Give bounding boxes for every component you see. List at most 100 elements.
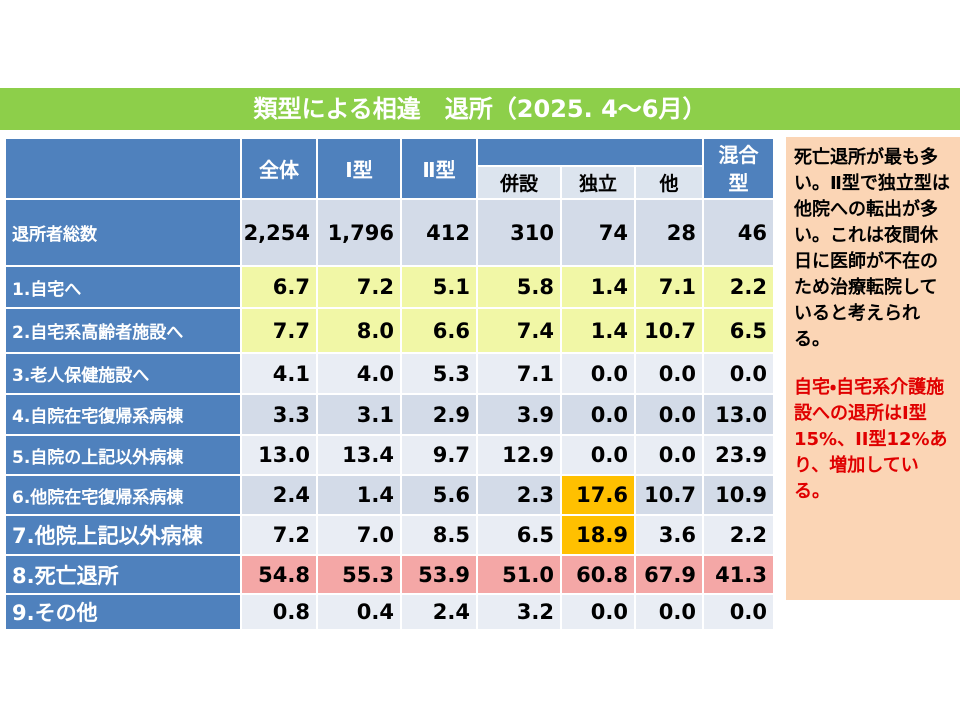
cell: 0.4 xyxy=(316,593,402,631)
cell: 0.0 xyxy=(560,352,636,395)
row-label: 5.自院の上記以外病棟 xyxy=(4,434,242,476)
cell: 1.4 xyxy=(560,265,636,309)
table-row: 8.死亡退所 54.8 55.3 53.9 51.0 60.8 67.9 41.3 xyxy=(4,554,775,595)
cell: 6.6 xyxy=(400,307,478,354)
table-row: 4.自院在宅復帰系病棟 3.3 3.1 2.9 3.9 0.0 0.0 13.0 xyxy=(4,393,775,436)
cell: 412 xyxy=(400,198,478,267)
cell: 8.5 xyxy=(400,514,478,556)
cell: 7.7 xyxy=(240,307,318,354)
cell: 4.0 xyxy=(316,352,402,395)
cell: 0.0 xyxy=(634,352,704,395)
cell: 53.9 xyxy=(400,554,478,595)
cell: 2,254 xyxy=(240,198,318,267)
cell: 0.0 xyxy=(560,393,636,436)
table-body: 退所者総数 2,254 1,796 412 310 74 28 46 1.自宅へ 6.7 7.2 5.… xyxy=(4,198,775,631)
cell: 28 xyxy=(634,198,704,267)
row-label: 4.自院在宅復帰系病棟 xyxy=(4,393,242,436)
column-header: 全体 xyxy=(240,137,318,200)
cell: 3.2 xyxy=(476,593,562,631)
row-label: 9.その他 xyxy=(4,593,242,631)
table-row: 退所者総数 2,254 1,796 412 310 74 28 46 xyxy=(4,198,775,267)
cell: 0.0 xyxy=(702,593,775,631)
cell: 0.0 xyxy=(560,593,636,631)
cell: 10.7 xyxy=(634,474,704,516)
cell: 0.0 xyxy=(634,393,704,436)
cell: 1.4 xyxy=(560,307,636,354)
cell: 2.2 xyxy=(702,265,775,309)
column-header: Ⅱ型 xyxy=(400,137,478,200)
cell: 17.6 xyxy=(560,474,636,516)
cell: 23.9 xyxy=(702,434,775,476)
cell: 2.9 xyxy=(400,393,478,436)
cell: 9.7 xyxy=(400,434,478,476)
cell: 54.8 xyxy=(240,554,318,595)
cell: 5.1 xyxy=(400,265,478,309)
table-row: 9.その他 0.8 0.4 2.4 3.2 0.0 0.0 0.0 xyxy=(4,593,775,631)
cell: 6.5 xyxy=(702,307,775,354)
group-header xyxy=(476,137,704,167)
cell: 310 xyxy=(476,198,562,267)
cell: 0.0 xyxy=(702,352,775,395)
sub-header: 独立 xyxy=(560,165,636,200)
data-table: 全体 Ⅰ型 Ⅱ型 混合型 併設 独立 他 退所者総数 2,254 1,796 412 3… xyxy=(4,137,775,631)
cell: 5.6 xyxy=(400,474,478,516)
cell: 6.5 xyxy=(476,514,562,556)
note-highlight: 自宅・自宅系介護施設への退所はI型15%、II型12%あり、増加している。 xyxy=(794,377,948,502)
cell: 7.0 xyxy=(316,514,402,556)
table-row: 3.老人保健施設へ 4.1 4.0 5.3 7.1 0.0 0.0 0.0 xyxy=(4,352,775,395)
cell: 10.9 xyxy=(702,474,775,516)
cell: 3.9 xyxy=(476,393,562,436)
row-label: 退所者総数 xyxy=(4,198,242,267)
sub-header: 他 xyxy=(634,165,704,200)
table-row: 5.自院の上記以外病棟 13.0 13.4 9.7 12.9 0.0 0.0 23.9 xyxy=(4,434,775,476)
cell: 18.9 xyxy=(560,514,636,556)
cell: 2.4 xyxy=(240,474,318,516)
cell: 0.0 xyxy=(560,434,636,476)
row-label: 8.死亡退所 xyxy=(4,554,242,595)
sub-header: 併設 xyxy=(476,165,562,200)
cell: 60.8 xyxy=(560,554,636,595)
cell: 3.1 xyxy=(316,393,402,436)
cell: 7.4 xyxy=(476,307,562,354)
cell: 67.9 xyxy=(634,554,704,595)
table-row: 6.他院在宅復帰系病棟 2.4 1.4 5.6 2.3 17.6 10.7 10.9 xyxy=(4,474,775,516)
corner-cell xyxy=(4,137,242,200)
cell: 13.0 xyxy=(702,393,775,436)
cell: 2.4 xyxy=(400,593,478,631)
row-label: 6.他院在宅復帰系病棟 xyxy=(4,474,242,516)
column-header: Ⅰ型 xyxy=(316,137,402,200)
table-row: 7.他院上記以外病棟 7.2 7.0 8.5 6.5 18.9 3.6 2.2 xyxy=(4,514,775,556)
row-label: 1.自宅へ xyxy=(4,265,242,309)
cell: 5.3 xyxy=(400,352,478,395)
cell: 0.0 xyxy=(634,593,704,631)
note-box: 死亡退所が最も多い。Ⅱ型で独立型は他院への転出が多い。これは夜間休日に医師が不在… xyxy=(786,137,960,600)
cell: 2.3 xyxy=(476,474,562,516)
table-row: 1.自宅へ 6.7 7.2 5.1 5.8 1.4 7.1 2.2 xyxy=(4,265,775,309)
cell: 3.6 xyxy=(634,514,704,556)
cell: 7.2 xyxy=(240,514,318,556)
cell: 3.3 xyxy=(240,393,318,436)
cell: 7.2 xyxy=(316,265,402,309)
cell: 7.1 xyxy=(476,352,562,395)
column-header: 混合型 xyxy=(702,137,775,200)
cell: 7.1 xyxy=(634,265,704,309)
cell: 2.2 xyxy=(702,514,775,556)
title: 類型による相違 退所（2025. 4～6月） xyxy=(0,88,960,130)
cell: 51.0 xyxy=(476,554,562,595)
cell: 5.8 xyxy=(476,265,562,309)
note-text: 死亡退所が最も多い。Ⅱ型で独立型は他院への転出が多い。これは夜間休日に医師が不在… xyxy=(794,147,950,350)
cell: 10.7 xyxy=(634,307,704,354)
cell: 1,796 xyxy=(316,198,402,267)
cell: 46 xyxy=(702,198,775,267)
cell: 4.1 xyxy=(240,352,318,395)
cell: 8.0 xyxy=(316,307,402,354)
table-row: 2.自宅系高齢者施設へ 7.7 8.0 6.6 7.4 1.4 10.7 6.5 xyxy=(4,307,775,354)
cell: 6.7 xyxy=(240,265,318,309)
row-label: 3.老人保健施設へ xyxy=(4,352,242,395)
row-label: 2.自宅系高齢者施設へ xyxy=(4,307,242,354)
cell: 12.9 xyxy=(476,434,562,476)
row-label: 7.他院上記以外病棟 xyxy=(4,514,242,556)
cell: 0.8 xyxy=(240,593,318,631)
